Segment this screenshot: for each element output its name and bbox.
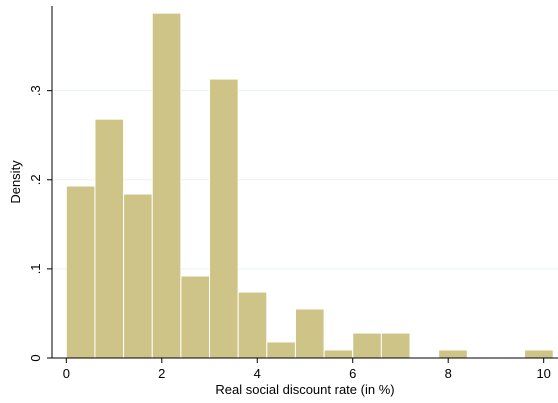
- x-tick-label-3: 6: [349, 366, 356, 381]
- axes: [51, 6, 558, 359]
- histogram-bar-4: [180, 275, 211, 359]
- y-tick-label-3: .3: [28, 85, 43, 96]
- x-axis-title: Real social discount rate (in %): [215, 382, 394, 397]
- x-tick-label-4: 8: [445, 366, 452, 381]
- x-tick-label-0: 0: [63, 366, 70, 381]
- y-tick-label-2: .2: [28, 174, 43, 185]
- histogram-bar-7: [266, 341, 296, 359]
- histogram-bar-10: [352, 332, 382, 359]
- x-tick-label-2: 4: [254, 366, 261, 381]
- histogram-bar-1: [94, 118, 125, 359]
- histogram-bar-8: [294, 308, 325, 359]
- histogram-bar-2: [123, 193, 153, 359]
- y-tick-label-0: 0: [28, 354, 43, 361]
- histogram-bars: [65, 12, 554, 359]
- histogram-bar-13: [438, 349, 468, 359]
- histogram-bar-5: [209, 78, 239, 359]
- x-tick-label-1: 2: [158, 366, 165, 381]
- histogram-bar-9: [323, 349, 354, 359]
- y-tick-label-1: .1: [28, 263, 43, 274]
- histogram-bar-16: [524, 349, 554, 359]
- histogram-bar-6: [237, 291, 268, 359]
- y-axis-ticks: 0 .1 .2 .3: [28, 85, 52, 362]
- histogram-bar-0: [65, 185, 96, 359]
- histogram-bar-11: [380, 332, 411, 359]
- histogram-bar-3: [151, 12, 182, 359]
- y-axis-title: Density: [8, 160, 23, 204]
- x-tick-label-5: 10: [536, 366, 550, 381]
- x-axis-ticks: 0 2 4 6 8 10: [63, 358, 551, 381]
